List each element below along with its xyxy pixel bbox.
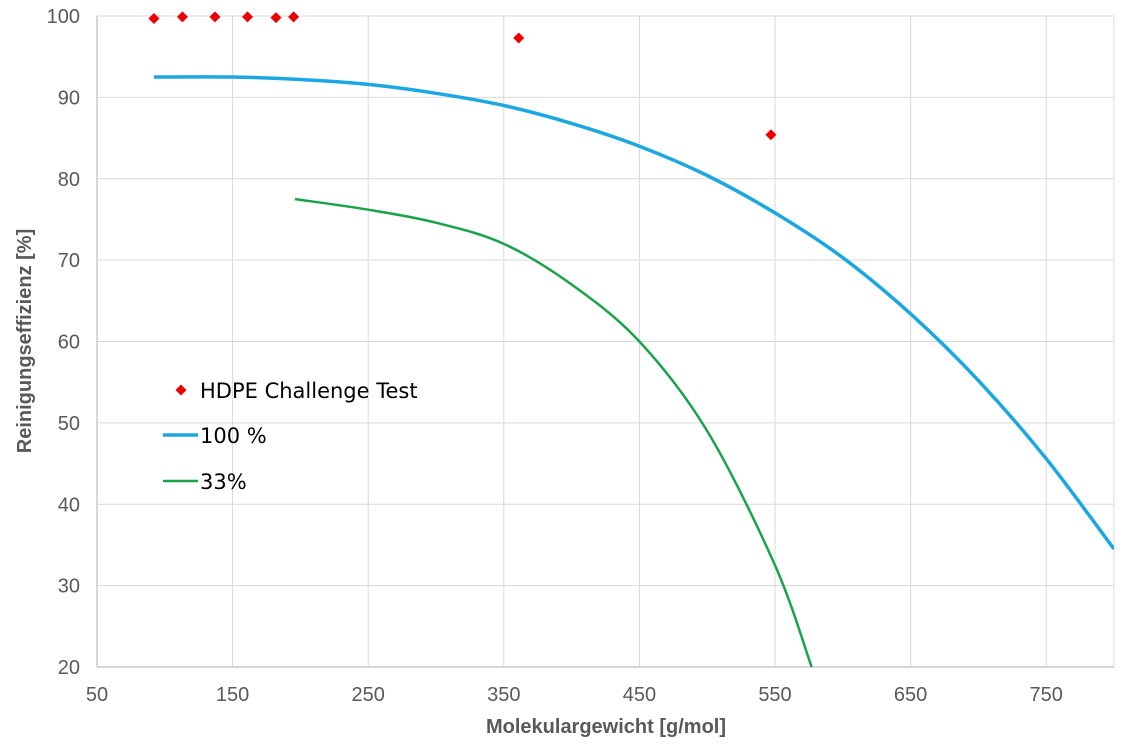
y-tick-label: 40 (58, 494, 80, 516)
series-0 (148, 11, 777, 141)
data-point (765, 129, 777, 141)
series-2 (294, 197, 813, 667)
y-tick-label: 100 (47, 6, 80, 28)
data-point (288, 11, 300, 23)
y-axis-title: Reinigungseffizienz [%] (14, 229, 36, 453)
legend-item: HDPE Challenge Test (175, 379, 418, 403)
y-tick-label: 90 (58, 87, 80, 109)
x-tick-label: 650 (894, 684, 927, 706)
x-tick-label: 350 (487, 684, 520, 706)
y-tick-label: 70 (58, 250, 80, 272)
x-tick-label: 550 (758, 684, 791, 706)
legend-label: HDPE Challenge Test (200, 379, 418, 403)
legend: HDPE Challenge Test 100 % 33% (163, 379, 418, 494)
y-tick-label: 60 (58, 332, 80, 354)
y-tick-label: 30 (58, 576, 80, 598)
data-point (176, 11, 188, 23)
series-1 (153, 75, 1114, 551)
y-tick-label: 50 (58, 413, 80, 435)
tick-labels: 20 30 40 50 60 70 80 90 100 50 150 250 350 450 550 650 7… (47, 6, 1063, 706)
legend-label: 33% (200, 470, 247, 494)
x-tick-label: 150 (216, 684, 249, 706)
legend-marker (175, 384, 187, 396)
data-point (148, 12, 160, 24)
data-point (270, 12, 282, 24)
series-line (294, 197, 813, 667)
data-point (513, 32, 525, 44)
y-tick-label: 80 (58, 169, 80, 191)
x-axis-title: Molekulargewicht [g/mol] (486, 716, 726, 738)
x-tick-label: 250 (352, 684, 385, 706)
axes (96, 16, 1114, 668)
series-layer (148, 11, 1114, 667)
data-point (242, 11, 254, 23)
x-tick-label: 450 (623, 684, 656, 706)
x-tick-label: 750 (1030, 684, 1063, 706)
legend-item: 100 % (163, 424, 267, 448)
x-tick-label: 50 (86, 684, 108, 706)
y-tick-label: 20 (58, 657, 80, 679)
legend-item: 33% (163, 470, 247, 494)
data-point (209, 11, 221, 23)
series-line (153, 75, 1114, 551)
grid (97, 15, 1115, 667)
legend-label: 100 % (200, 424, 267, 448)
